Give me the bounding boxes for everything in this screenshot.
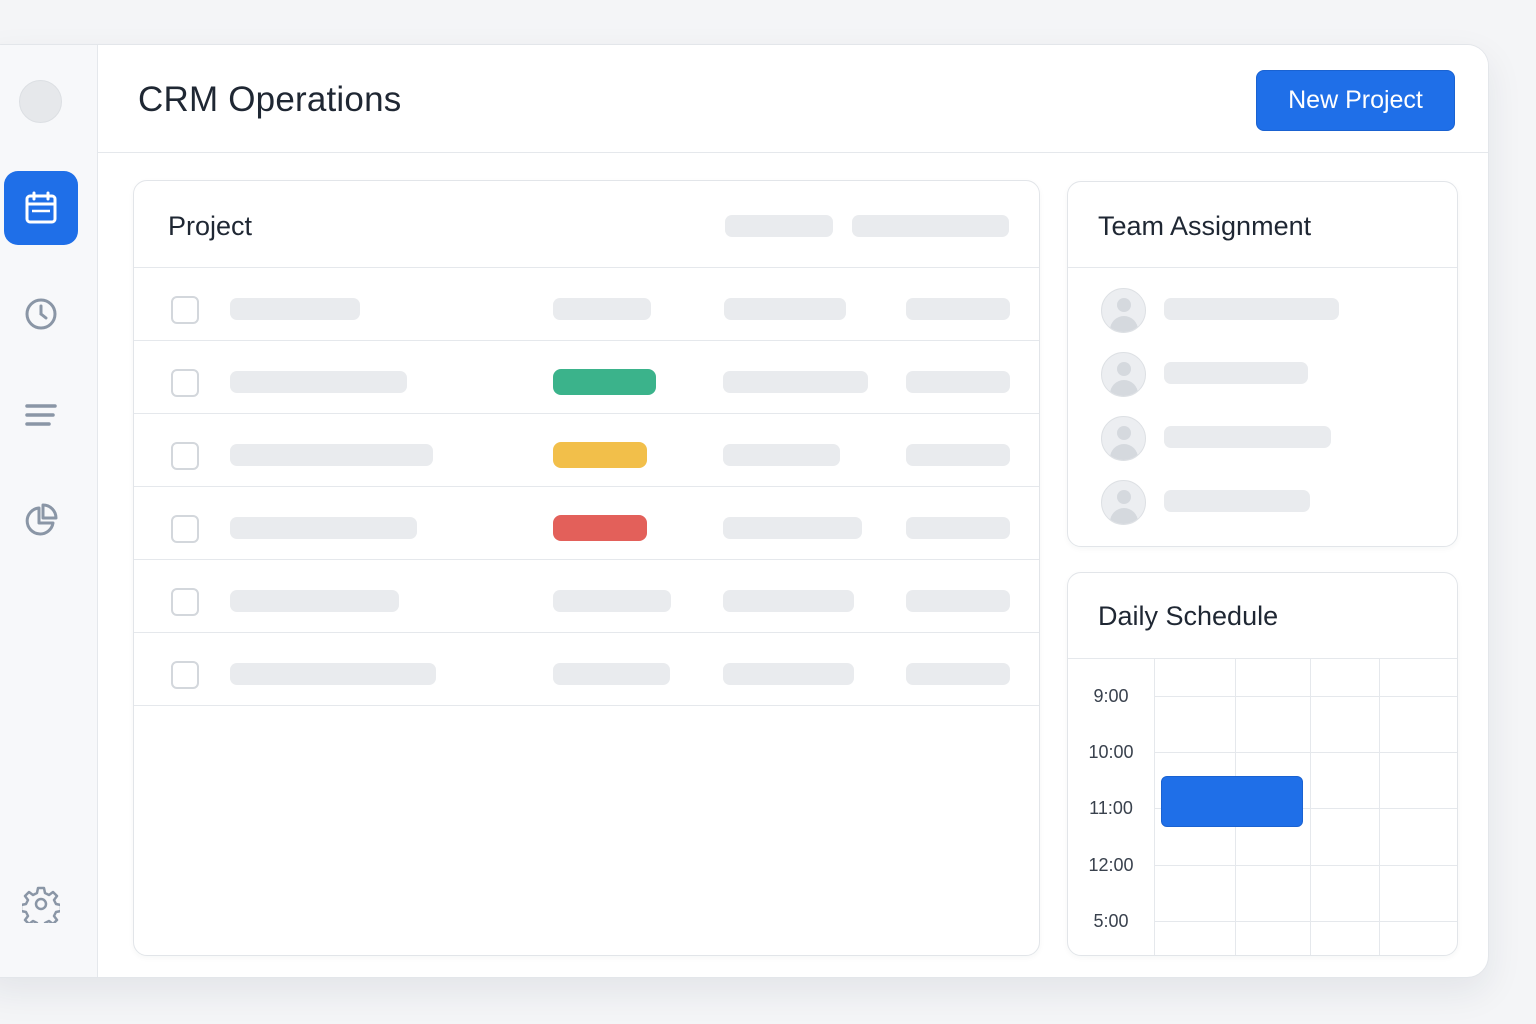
row-status-placeholder xyxy=(553,590,671,612)
member-name-placeholder xyxy=(1164,298,1339,320)
table-row[interactable] xyxy=(134,341,1039,414)
project-card-title: Project xyxy=(168,211,253,241)
pie-chart-icon xyxy=(23,502,59,538)
row-checkbox[interactable] xyxy=(171,515,199,543)
row-checkbox[interactable] xyxy=(171,661,199,689)
search-placeholder[interactable] xyxy=(852,215,1009,237)
row-checkbox[interactable] xyxy=(171,369,199,397)
grid-line xyxy=(1379,659,1380,955)
new-project-button[interactable]: New Project xyxy=(1256,70,1455,131)
row-date-placeholder xyxy=(906,517,1010,539)
time-label: 12:00 xyxy=(1088,855,1134,875)
member-avatar[interactable] xyxy=(1101,352,1146,397)
row-owner-placeholder xyxy=(723,371,868,393)
member-name-placeholder xyxy=(1164,362,1308,384)
row-checkbox[interactable] xyxy=(171,442,199,470)
row-owner-placeholder xyxy=(723,517,862,539)
row-date-placeholder xyxy=(906,298,1010,320)
sidebar-item-settings[interactable] xyxy=(4,867,78,941)
row-owner-placeholder xyxy=(724,298,846,320)
grid-line xyxy=(1154,659,1155,955)
project-card: Project xyxy=(133,180,1040,956)
grid-line xyxy=(1154,808,1457,809)
member-avatar[interactable] xyxy=(1101,288,1146,333)
sidebar-item-calendar[interactable] xyxy=(4,171,78,245)
row-owner-placeholder xyxy=(723,444,840,466)
user-avatar[interactable] xyxy=(19,80,62,123)
time-label: 9:00 xyxy=(1093,686,1129,706)
time-label: 11:00 xyxy=(1089,798,1133,818)
divider xyxy=(1068,658,1457,659)
member-avatar[interactable] xyxy=(1101,480,1146,525)
sidebar-item-reports[interactable] xyxy=(4,483,78,557)
member-avatar[interactable] xyxy=(1101,416,1146,461)
schedule-event[interactable] xyxy=(1161,776,1303,827)
table-row[interactable] xyxy=(134,560,1039,633)
row-status-placeholder xyxy=(553,298,651,320)
divider xyxy=(134,267,1039,268)
app-window: CRM Operations New Project Project xyxy=(0,44,1489,978)
grid-line xyxy=(1310,659,1311,955)
row-checkbox[interactable] xyxy=(171,296,199,324)
member-name-placeholder xyxy=(1164,426,1331,448)
row-checkbox[interactable] xyxy=(171,588,199,616)
time-label: 5:00 xyxy=(1093,911,1129,931)
grid-line xyxy=(1154,696,1457,697)
row-owner-placeholder xyxy=(723,590,854,612)
row-status-placeholder xyxy=(553,663,670,685)
sidebar xyxy=(0,45,98,977)
row-name-placeholder xyxy=(230,663,436,685)
divider xyxy=(1068,267,1457,268)
table-row[interactable] xyxy=(134,268,1039,341)
table-row[interactable] xyxy=(134,633,1039,706)
filter-placeholder[interactable] xyxy=(725,215,833,237)
header: CRM Operations New Project xyxy=(98,45,1488,153)
team-assignment-card: Team Assignment xyxy=(1067,181,1458,547)
sidebar-item-clock[interactable] xyxy=(4,277,78,351)
grid-line xyxy=(1154,752,1457,753)
status-badge xyxy=(553,369,656,395)
row-name-placeholder xyxy=(230,444,433,466)
row-date-placeholder xyxy=(906,590,1010,612)
table-row[interactable] xyxy=(134,487,1039,560)
gear-icon xyxy=(22,885,60,923)
row-name-placeholder xyxy=(230,517,417,539)
row-name-placeholder xyxy=(230,371,407,393)
status-badge xyxy=(553,515,647,541)
row-date-placeholder xyxy=(906,663,1010,685)
row-name-placeholder xyxy=(230,298,360,320)
status-badge xyxy=(553,442,647,468)
clock-icon xyxy=(24,297,58,331)
row-owner-placeholder xyxy=(723,663,854,685)
list-icon xyxy=(23,398,59,434)
grid-line xyxy=(1154,865,1457,866)
page-title: CRM Operations xyxy=(138,80,402,119)
calendar-icon xyxy=(24,191,58,225)
time-label: 10:00 xyxy=(1088,742,1134,762)
grid-line xyxy=(1154,921,1457,922)
table-row[interactable] xyxy=(134,414,1039,487)
row-date-placeholder xyxy=(906,444,1010,466)
sidebar-item-list[interactable] xyxy=(4,379,78,453)
daily-schedule-card: Daily Schedule 9:00 10:00 11:00 12:00 5:… xyxy=(1067,572,1458,956)
row-name-placeholder xyxy=(230,590,399,612)
schedule-card-title: Daily Schedule xyxy=(1098,601,1279,631)
row-date-placeholder xyxy=(906,371,1010,393)
member-name-placeholder xyxy=(1164,490,1310,512)
team-card-title: Team Assignment xyxy=(1098,211,1312,241)
